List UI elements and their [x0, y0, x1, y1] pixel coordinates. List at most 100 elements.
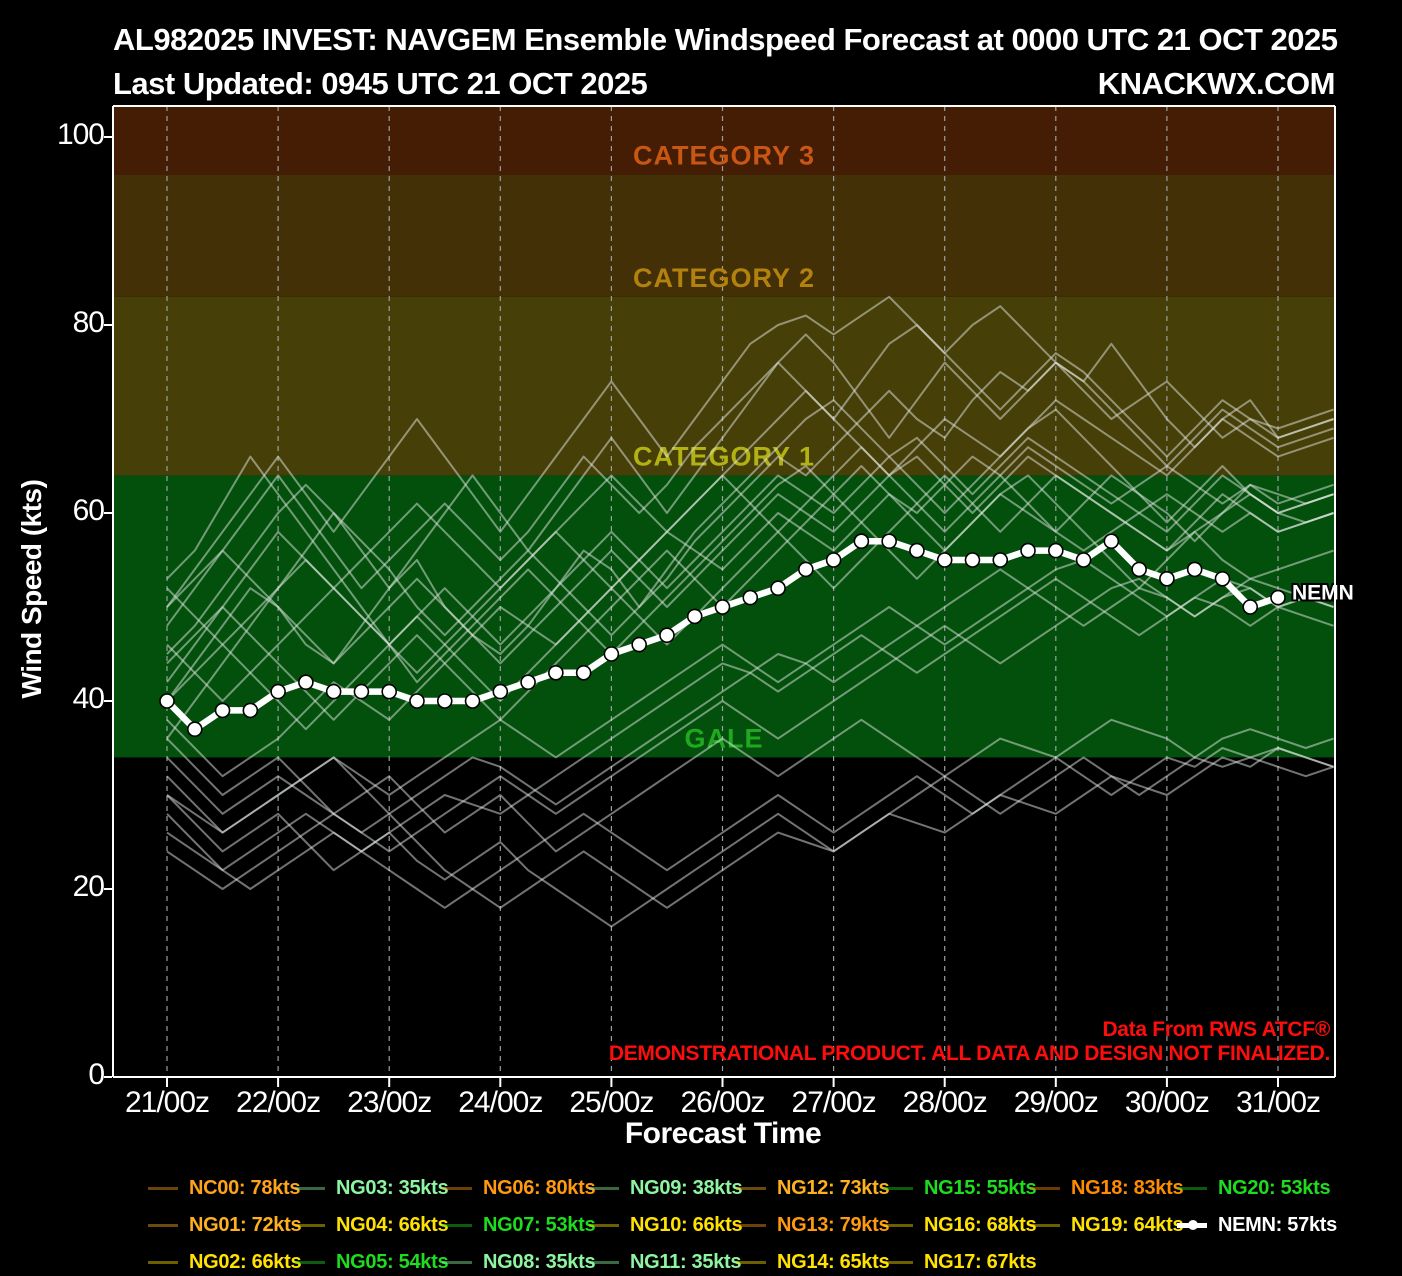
band-category-2: [113, 174, 1335, 297]
member-line-NG17: [166, 446, 1334, 674]
legend-column: NG12: 73kts NG13: 79kts NG14: 65kts: [736, 1170, 890, 1276]
mean-point: [770, 580, 786, 597]
legend-label-NG14: NG14: 65kts: [777, 1251, 890, 1273]
legend-label-NG01: NG01: 72kts: [189, 1214, 302, 1236]
legend-entry-NG18: NG18: 83kts: [1030, 1170, 1184, 1207]
page-subtitle: Last Updated: 0945 UTC 21 OCT 2025: [113, 66, 648, 101]
band-label-category-2: CATEGORY 2: [633, 263, 815, 293]
band-label-gale: GALE: [684, 723, 763, 753]
mean-point: [214, 702, 231, 719]
legend-swatch-NG07: [442, 1224, 472, 1227]
mean-point: [964, 552, 981, 568]
member-line-NG20: [166, 577, 1334, 890]
x-tick-label-24/00z: 24/00z: [458, 1086, 543, 1119]
mean-point: [1103, 533, 1120, 550]
member-line-NG08: [166, 747, 1334, 909]
legend-swatch-NG13: [736, 1224, 766, 1227]
mean-point: [825, 552, 842, 568]
y-tick-label-20: 20: [72, 870, 105, 903]
legend-label-NG20: NG20: 53kts: [1218, 1177, 1331, 1199]
mean-point: [936, 552, 953, 568]
mean-point: [186, 721, 203, 738]
x-tick-label-22/00z: 22/00z: [236, 1086, 321, 1119]
legend-entry-NC00: NC00: 78kts: [148, 1170, 301, 1207]
legend-entry-NG17: NG17: 67kts: [883, 1244, 1037, 1276]
mean-point: [353, 683, 370, 700]
legend-entry-NG11: NG11: 35kts: [589, 1244, 742, 1276]
legend-label-NG08: NG08: 35kts: [483, 1251, 596, 1273]
member-line-NG09: [166, 718, 1334, 853]
legend-label-NG10: NG10: 66kts: [630, 1214, 743, 1236]
legend-column: NG15: 55kts NG16: 68kts NG17: 67kts: [883, 1170, 1037, 1276]
legend-swatch-NG04: [295, 1224, 325, 1227]
x-tick-label-26/00z: 26/00z: [680, 1086, 765, 1119]
legend-swatch-NG20: [1177, 1187, 1207, 1190]
x-tick-label-31/00z: 31/00z: [1235, 1086, 1321, 1119]
legend-entry-NG16: NG16: 68kts: [883, 1207, 1037, 1244]
x-tick-label-21/00z: 21/00z: [124, 1086, 210, 1119]
legend-entry-NG14: NG14: 65kts: [736, 1244, 890, 1276]
legend-swatch-NG15: [883, 1187, 913, 1190]
x-tick-label-23/00z: 23/00z: [347, 1086, 432, 1119]
legend-entry-NG08: NG08: 35kts: [442, 1244, 596, 1276]
legend-swatch-NG02: [148, 1261, 178, 1264]
mean-point: [242, 702, 259, 719]
legend-swatch-NG11: [589, 1261, 619, 1264]
legend-entry-NG15: NG15: 55kts: [883, 1170, 1037, 1207]
legend-swatch-NC00: [148, 1187, 178, 1190]
page-title: AL982025 INVEST: NAVGEM Ensemble Windspe…: [113, 22, 1338, 57]
legend-column: NG06: 80kts NG07: 53kts NG08: 35kts: [442, 1170, 596, 1276]
member-line-NG11: [166, 747, 1334, 909]
mean-point: [714, 599, 731, 615]
legend-entry-NG12: NG12: 73kts: [736, 1170, 890, 1207]
mean-point: [659, 627, 675, 644]
mean-point: [881, 533, 897, 550]
legend-label-NG03: NG03: 35kts: [336, 1177, 449, 1199]
member-line-NG15: [166, 559, 1334, 834]
legend-label-NG18: NG18: 83kts: [1071, 1177, 1184, 1199]
mean-point: [298, 674, 314, 691]
legend-swatch-NG05: [295, 1261, 325, 1264]
mean-point: [1214, 570, 1231, 587]
legend-swatch-NG14: [736, 1261, 766, 1264]
legend-label-NG11: NG11: 35kts: [630, 1251, 742, 1273]
mean-point: [436, 693, 453, 709]
mean-point: [603, 646, 620, 662]
x-tick-label-27/00z: 27/00z: [791, 1086, 877, 1119]
legend-entry-NG19: NG19: 64kts: [1030, 1207, 1184, 1244]
mean-point: [1131, 561, 1147, 578]
member-line-NG06: [166, 324, 1334, 627]
legend-column: NG20: 53kts NEMN: 57kts: [1177, 1170, 1337, 1244]
mean-point: [631, 636, 647, 653]
mean-point: [520, 674, 536, 691]
mean-point: [159, 693, 175, 709]
mean-point: [1048, 542, 1064, 559]
mean-point: [464, 693, 481, 709]
legend-label-NG19: NG19: 64kts: [1071, 1214, 1184, 1236]
legend-label-NG07: NG07: 53kts: [483, 1214, 596, 1236]
mean-point: [742, 589, 759, 606]
legend-entry-NG07: NG07: 53kts: [442, 1207, 596, 1244]
mean-point: [1020, 542, 1036, 559]
legend-entry-NG01: NG01: 72kts: [148, 1207, 302, 1244]
legend-label-NG13: NG13: 79kts: [777, 1214, 890, 1236]
legend-entry-NG09: NG09: 38kts: [589, 1170, 743, 1207]
band-gale: [113, 475, 1335, 758]
x-tick-label-28/00z: 28/00z: [902, 1086, 988, 1119]
legend-entry-NG20: NG20: 53kts: [1177, 1170, 1337, 1207]
member-line-NG04: [166, 455, 1334, 778]
legend-swatch-NG09: [589, 1187, 619, 1190]
legend-column: NG09: 38kts NG10: 66kts NG11: 35kts: [589, 1170, 743, 1276]
mean-point: [798, 561, 814, 578]
x-tick-label-29/00z: 29/00z: [1013, 1086, 1099, 1119]
mean-point: [270, 683, 286, 700]
mean-line-label: NEMN: [1292, 582, 1354, 605]
legend-label-NG09: NG09: 38kts: [630, 1177, 743, 1199]
legend-swatch-NG08: [442, 1261, 472, 1264]
legend-entry-NEMN: NEMN: 57kts: [1177, 1207, 1337, 1244]
legend-entry-NG02: NG02: 66kts: [148, 1244, 302, 1276]
site-logo: KNACKWX.COM: [1097, 66, 1336, 101]
legend-entry-NG10: NG10: 66kts: [589, 1207, 743, 1244]
